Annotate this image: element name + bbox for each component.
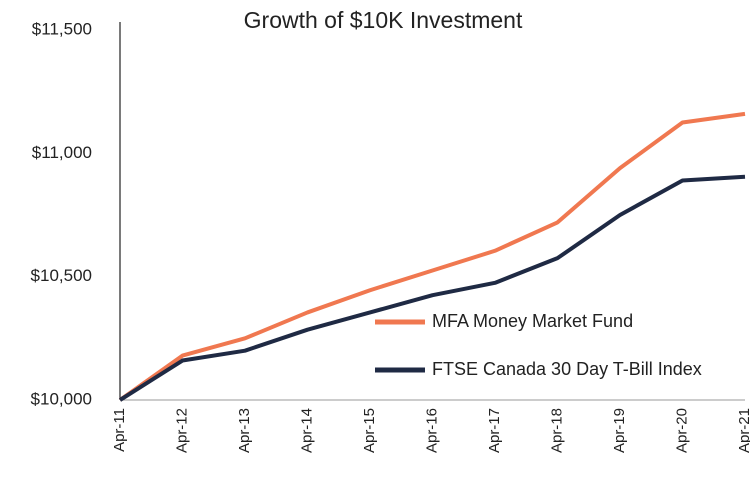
y-tick-label: $10,000 [31, 389, 92, 408]
x-tick-label: Apr-20 [673, 408, 690, 453]
x-tick-label: Apr-19 [611, 408, 628, 453]
y-tick-label: $10,500 [31, 266, 92, 285]
x-tick-label: Apr-16 [423, 408, 440, 453]
x-tick-label: Apr-17 [486, 408, 503, 453]
series-line [118, 174, 746, 402]
legend-label: MFA Money Market Fund [432, 311, 633, 331]
x-tick-label: Apr-21 [736, 408, 750, 453]
series-line [118, 111, 746, 402]
x-tick-label: Apr-14 [298, 408, 315, 453]
x-tick-label: Apr-11 [111, 408, 128, 452]
x-tick-label: Apr-13 [236, 408, 253, 453]
chart-title: Growth of $10K Investment [244, 7, 523, 33]
y-tick-label: $11,000 [32, 143, 92, 162]
legend-label: FTSE Canada 30 Day T-Bill Index [432, 359, 702, 379]
y-tick-label: $11,500 [32, 19, 92, 38]
x-tick-label: Apr-18 [548, 408, 565, 453]
x-tick-label: Apr-12 [173, 408, 190, 453]
x-tick-label: Apr-15 [361, 408, 378, 453]
